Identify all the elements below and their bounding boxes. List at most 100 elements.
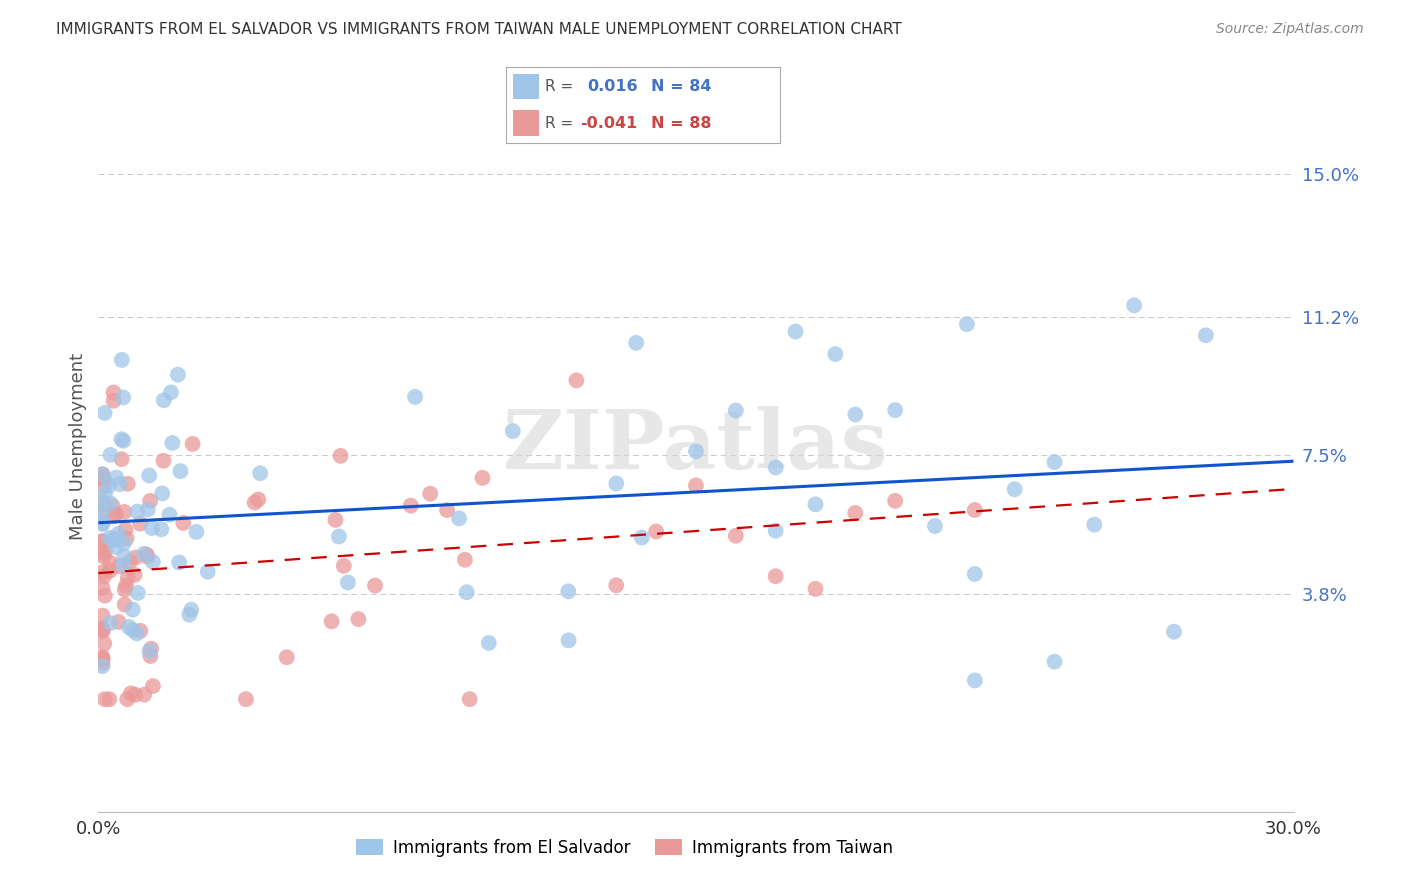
Text: IMMIGRANTS FROM EL SALVADOR VS IMMIGRANTS FROM TAIWAN MALE UNEMPLOYMENT CORRELAT: IMMIGRANTS FROM EL SALVADOR VS IMMIGRANT… <box>56 22 903 37</box>
Point <box>104 507 127 521</box>
Point <box>399 499 422 513</box>
Point <box>135 548 157 562</box>
Point <box>91 566 114 580</box>
Point <box>685 444 707 458</box>
Point <box>141 521 163 535</box>
Point <box>112 549 135 564</box>
Point <box>478 636 501 650</box>
Point <box>765 460 787 475</box>
Point <box>436 503 458 517</box>
Point <box>626 335 648 350</box>
Point <box>1043 655 1066 669</box>
Point <box>125 626 148 640</box>
Point <box>685 478 707 492</box>
Point <box>449 511 471 525</box>
Point <box>91 652 114 666</box>
Point <box>247 492 270 507</box>
Point <box>93 692 115 706</box>
Point <box>138 644 160 658</box>
Point <box>454 552 477 566</box>
Point <box>167 368 190 382</box>
Point <box>93 549 115 564</box>
Point <box>844 506 866 520</box>
Point <box>142 555 165 569</box>
Point <box>963 503 986 517</box>
Point <box>150 522 173 536</box>
Point <box>93 479 115 493</box>
Point <box>152 454 174 468</box>
Text: N = 88: N = 88 <box>651 115 711 130</box>
Point <box>124 688 146 702</box>
Point <box>136 549 159 564</box>
Point <box>110 452 132 467</box>
Point <box>91 622 114 636</box>
Point <box>127 586 149 600</box>
Point <box>91 659 114 673</box>
Point <box>91 494 114 508</box>
Point <box>94 486 117 500</box>
Point <box>117 476 139 491</box>
Point <box>117 692 139 706</box>
Point <box>162 436 184 450</box>
Point <box>115 579 138 593</box>
Point <box>1123 298 1146 312</box>
Point <box>91 657 114 671</box>
Point <box>104 540 127 554</box>
Point <box>115 532 138 546</box>
Point <box>924 519 946 533</box>
Text: R =: R = <box>544 79 572 95</box>
Point <box>1163 624 1185 639</box>
Point <box>167 556 190 570</box>
Point <box>142 679 165 693</box>
Point <box>98 692 121 706</box>
Point <box>347 612 370 626</box>
Point <box>884 493 907 508</box>
Point <box>186 524 208 539</box>
Point <box>94 589 117 603</box>
Point <box>645 524 668 539</box>
Point <box>129 516 152 531</box>
Point <box>94 543 117 558</box>
Point <box>169 464 191 478</box>
Point <box>120 686 142 700</box>
Point <box>557 584 579 599</box>
Bar <box>513 74 538 99</box>
Point <box>844 408 866 422</box>
Point <box>127 504 149 518</box>
Point <box>804 582 827 596</box>
Point <box>404 390 426 404</box>
Point <box>91 624 114 639</box>
Point <box>630 531 652 545</box>
Point <box>103 509 125 524</box>
Point <box>100 448 122 462</box>
Point <box>159 508 181 522</box>
Point <box>1083 517 1105 532</box>
Point <box>91 467 114 482</box>
Point <box>276 650 298 665</box>
Point <box>98 531 121 545</box>
Point <box>824 347 846 361</box>
Point <box>172 516 194 530</box>
Point <box>321 615 343 629</box>
Point <box>108 559 131 574</box>
Point <box>605 578 627 592</box>
Point <box>91 608 114 623</box>
Point <box>101 500 124 514</box>
Point <box>91 649 114 664</box>
Point <box>724 403 747 417</box>
Point <box>114 523 136 537</box>
Point <box>93 472 115 486</box>
Text: N = 84: N = 84 <box>651 79 711 95</box>
Point <box>103 533 125 547</box>
Point <box>1195 328 1218 343</box>
Point <box>336 575 359 590</box>
Point <box>91 652 114 666</box>
Point <box>197 565 219 579</box>
Point <box>110 432 132 446</box>
Point <box>249 467 271 481</box>
Point <box>1004 482 1026 496</box>
Point <box>114 582 136 597</box>
Text: Source: ZipAtlas.com: Source: ZipAtlas.com <box>1216 22 1364 37</box>
Point <box>124 567 146 582</box>
Point <box>328 530 350 544</box>
